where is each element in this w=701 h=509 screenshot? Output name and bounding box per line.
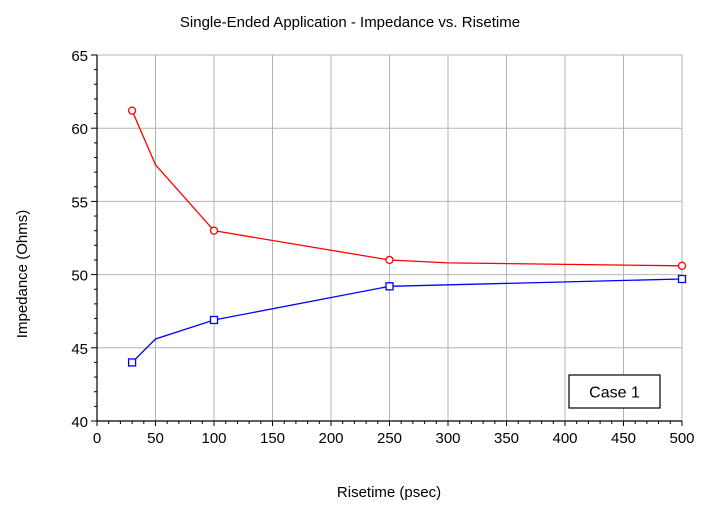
case-annotation-text: Case 1 xyxy=(589,385,640,402)
x-tick-label-50: 50 xyxy=(147,430,164,447)
series-0-point-0 xyxy=(127,106,137,115)
data-series xyxy=(127,106,687,367)
x-tick-label-300: 300 xyxy=(435,430,460,447)
x-tick-label-250: 250 xyxy=(377,430,402,447)
y-tick-label-55: 55 xyxy=(71,194,88,211)
x-tick-label-400: 400 xyxy=(552,430,577,447)
x-tick-label-0: 0 xyxy=(93,430,101,447)
case-annotation-box xyxy=(568,374,661,409)
y-axis-label: Impedance (Ohms) xyxy=(14,210,31,338)
x-axis-label: Risetime (psec) xyxy=(337,484,441,501)
chart-title: Single-Ended Application - Impedance vs.… xyxy=(180,14,520,31)
series-0-point-2 xyxy=(209,226,219,235)
series-1-point-2 xyxy=(209,315,219,325)
series-0-point-3 xyxy=(385,255,394,265)
y-tick-label-60: 60 xyxy=(71,121,88,138)
x-tick-label-350: 350 xyxy=(494,430,519,447)
y-tick-label-45: 45 xyxy=(71,341,88,358)
x-tick-label-450: 450 xyxy=(611,430,636,447)
axes xyxy=(91,54,683,426)
case-annotation: Case 1 xyxy=(568,374,661,409)
x-tick-label-200: 200 xyxy=(318,430,343,447)
grid-lines xyxy=(97,54,683,421)
series-1-point-3 xyxy=(385,282,394,291)
x-tick-label-500: 500 xyxy=(669,430,694,447)
tick-labels: 0 50 100 150 200 250 300 350 400 450 500 40 45 50 55 60… xyxy=(71,48,694,447)
y-tick-label-40: 40 xyxy=(71,414,88,431)
y-tick-label-50: 50 xyxy=(71,268,88,285)
series-1-point-0 xyxy=(127,358,137,367)
y-tick-label-65: 65 xyxy=(71,48,88,65)
series-1-point-4 xyxy=(677,274,687,284)
x-tick-label-100: 100 xyxy=(201,430,226,447)
x-tick-label-150: 150 xyxy=(260,430,285,447)
series-0-point-5 xyxy=(677,261,687,270)
series-0-line xyxy=(131,110,683,267)
